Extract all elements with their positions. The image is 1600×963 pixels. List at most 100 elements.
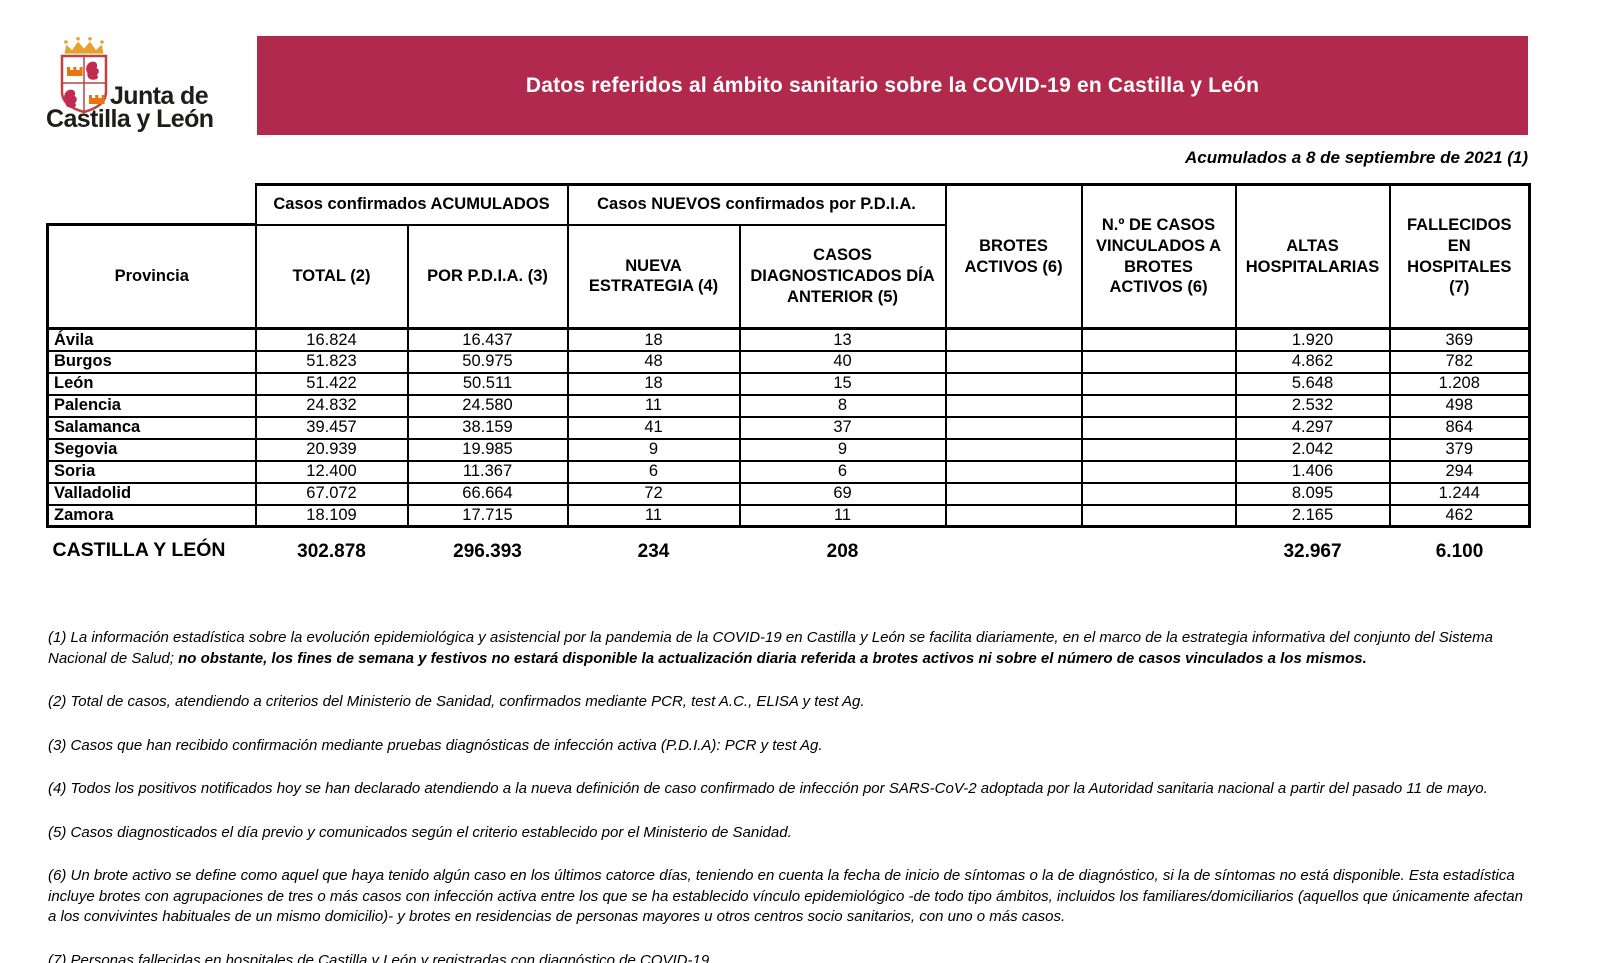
table-row-salamanca: Salamanca 39.457 38.159 41 37 4.297 864 bbox=[46, 415, 1532, 440]
table-row-segovia: Segovia 20.939 19.985 9 9 2.042 379 bbox=[46, 437, 1532, 462]
cell-fallecidos: 498 bbox=[1388, 393, 1532, 418]
cell-provincia: León bbox=[46, 371, 257, 396]
junta-castilla-leon-logo: Junta de Castilla y León bbox=[46, 36, 316, 136]
cell-brotes bbox=[944, 503, 1083, 528]
totals-row: CASTILLA Y LEÓN 302.878 296.393 234 208 … bbox=[48, 527, 1530, 570]
cell-total-vinculados bbox=[1082, 527, 1236, 570]
col-header-fallecidos: FALLECIDOS EN HOSPITALES (7) bbox=[1388, 183, 1532, 330]
cell-total-fallecidos: 6.100 bbox=[1435, 540, 1484, 562]
cell-nueva-estrategia: 6 bbox=[566, 459, 741, 484]
cell-fallecidos: 1.244 bbox=[1388, 481, 1532, 506]
header-spacer bbox=[47, 184, 256, 225]
cell-brotes bbox=[944, 459, 1083, 484]
cell-total: 18.109 bbox=[254, 503, 409, 528]
cell-dia-anterior: 69 bbox=[738, 481, 947, 506]
cell-provincia: Ávila bbox=[46, 327, 257, 352]
cell-total: 51.422 bbox=[254, 371, 409, 396]
footnote-1-bold-text: no obstante, los fines de semana y festi… bbox=[178, 649, 1367, 667]
cell-vinculados bbox=[1080, 459, 1237, 484]
cell-provincia: Valladolid bbox=[46, 481, 257, 506]
cell-fallecidos: 379 bbox=[1388, 437, 1532, 462]
cell-brotes bbox=[944, 327, 1083, 352]
cell-dia-anterior: 9 bbox=[738, 437, 947, 462]
cell-fallecidos: 294 bbox=[1388, 459, 1532, 484]
cell-total: 67.072 bbox=[254, 481, 409, 506]
cell-nueva-estrategia: 11 bbox=[566, 393, 741, 418]
col-header-total: TOTAL (2) bbox=[254, 223, 409, 330]
cell-total-por-pdia: 296.393 bbox=[453, 540, 522, 562]
cell-dia-anterior: 13 bbox=[738, 327, 947, 352]
table-row-valladolid: Valladolid 67.072 66.664 72 69 8.095 1.2… bbox=[46, 481, 1532, 506]
cell-total: 24.832 bbox=[254, 393, 409, 418]
footnote-2: (2) Total de casos, atendiendo a criteri… bbox=[48, 693, 865, 710]
cell-fallecidos: 1.208 bbox=[1388, 371, 1532, 396]
cell-brotes bbox=[944, 415, 1083, 440]
cell-total-total: 302.878 bbox=[297, 540, 366, 562]
cell-altas: 4.862 bbox=[1234, 349, 1391, 374]
cell-altas: 1.406 bbox=[1234, 459, 1391, 484]
cell-nueva-estrategia: 48 bbox=[566, 349, 741, 374]
cell-altas: 2.042 bbox=[1234, 437, 1391, 462]
cell-nueva-estrategia: 72 bbox=[566, 481, 741, 506]
cell-dia-anterior: 6 bbox=[738, 459, 947, 484]
cell-brotes bbox=[944, 437, 1083, 462]
logo-text-line2: Castilla y León bbox=[46, 105, 214, 133]
footnote-1-text: (1) La información estadística sobre la … bbox=[48, 629, 1493, 667]
cell-por-pdia: 50.975 bbox=[406, 349, 569, 374]
footnote-1: (1) La información estadística sobre la … bbox=[48, 628, 1532, 669]
cell-brotes bbox=[944, 393, 1083, 418]
cell-vinculados bbox=[1080, 393, 1237, 418]
cell-altas: 4.297 bbox=[1234, 415, 1391, 440]
footnote-6: (6) Un brote activo se define como aquel… bbox=[48, 867, 1523, 925]
col-header-dia-anterior: CASOS DIAGNOSTICADOS DÍA ANTERIOR (5) bbox=[738, 223, 947, 330]
cell-vinculados bbox=[1080, 437, 1237, 462]
col-header-brotes-activos: BROTES ACTIVOS (6) bbox=[944, 183, 1083, 330]
cell-vinculados bbox=[1080, 415, 1237, 440]
col-header-por-pdia: POR P.D.I.A. (3) bbox=[406, 223, 569, 330]
cell-total-dia-anterior: 208 bbox=[826, 540, 859, 562]
cell-total: 51.823 bbox=[254, 349, 409, 374]
cell-fallecidos: 369 bbox=[1388, 327, 1532, 352]
cell-fallecidos: 782 bbox=[1388, 349, 1532, 374]
cell-por-pdia: 19.985 bbox=[406, 437, 569, 462]
cell-total-provincia: CASTILLA Y LEÓN bbox=[52, 539, 226, 562]
table-row-leon: León 51.422 50.511 18 15 5.648 1.208 bbox=[46, 371, 1532, 396]
cell-vinculados bbox=[1080, 503, 1237, 528]
table-row-soria: Soria 12.400 11.367 6 6 1.406 294 bbox=[46, 459, 1532, 484]
col-header-casos-vinculados: N.º DE CASOS VINCULADOS A BROTES ACTIVOS… bbox=[1080, 183, 1237, 330]
cell-altas: 1.920 bbox=[1234, 327, 1391, 352]
cell-dia-anterior: 37 bbox=[738, 415, 947, 440]
cell-total-brotes bbox=[946, 527, 1082, 570]
cell-total: 12.400 bbox=[254, 459, 409, 484]
cell-total-nueva-estrategia: 234 bbox=[637, 540, 670, 562]
cell-vinculados bbox=[1080, 371, 1237, 396]
cell-nueva-estrategia: 18 bbox=[566, 327, 741, 352]
cell-por-pdia: 17.715 bbox=[406, 503, 569, 528]
table-row-avila: Ávila 16.824 16.437 18 13 1.920 369 bbox=[46, 327, 1532, 352]
group-header-acumulados: Casos confirmados ACUMULADOS bbox=[254, 183, 569, 226]
footnote-3: (3) Casos que han recibido confirmación … bbox=[48, 736, 823, 754]
cell-provincia: Zamora bbox=[46, 503, 257, 528]
cell-por-pdia: 11.367 bbox=[406, 459, 569, 484]
cell-por-pdia: 50.511 bbox=[406, 371, 569, 396]
cell-por-pdia: 16.437 bbox=[406, 327, 569, 352]
page-title: Datos referidos al ámbito sanitario sobr… bbox=[525, 73, 1260, 97]
cell-por-pdia: 24.580 bbox=[406, 393, 569, 418]
cell-brotes bbox=[944, 481, 1083, 506]
cell-por-pdia: 38.159 bbox=[406, 415, 569, 440]
cell-dia-anterior: 40 bbox=[738, 349, 947, 374]
cell-provincia: Segovia bbox=[46, 437, 257, 462]
cell-nueva-estrategia: 18 bbox=[566, 371, 741, 396]
cell-total: 39.457 bbox=[254, 415, 409, 440]
cell-nueva-estrategia: 9 bbox=[566, 437, 741, 462]
cell-nueva-estrategia: 11 bbox=[566, 503, 741, 528]
group-header-nuevos-pdia: Casos NUEVOS confirmados por P.D.I.A. bbox=[566, 183, 947, 226]
table-row-palencia: Palencia 24.832 24.580 11 8 2.532 498 bbox=[46, 393, 1532, 418]
cell-brotes bbox=[944, 349, 1083, 374]
cell-vinculados bbox=[1080, 349, 1237, 374]
covid-data-table: Casos confirmados ACUMULADOS Casos NUEVO… bbox=[46, 183, 1532, 570]
date-line: Acumulados a 8 de septiembre de 2021 (1) bbox=[1185, 148, 1528, 167]
footnote-7: (7) Personas fallecidas en hospitales de… bbox=[48, 951, 714, 963]
cell-nueva-estrategia: 41 bbox=[566, 415, 741, 440]
